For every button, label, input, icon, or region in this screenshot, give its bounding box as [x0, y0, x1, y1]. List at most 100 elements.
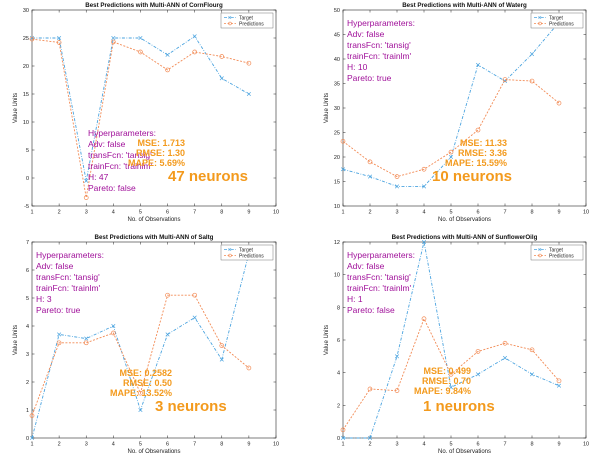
metrics-annotation: MSE: 0.2582 RMSE: 0.50 MAPE: 13.52%: [110, 368, 172, 398]
series-line-predictions: [31, 38, 249, 198]
data-point-target: [502, 355, 508, 361]
hyperparameter-line: Hyperparameters:: [347, 18, 416, 28]
data-point-target: [340, 167, 346, 172]
hyperparameter-line: H: 3: [36, 294, 52, 304]
hyperparameter-line: H: 1: [347, 294, 363, 304]
hyperparameter-line: Pareto: false: [347, 305, 395, 315]
hyperparameter-line: Hyperparameters:: [88, 128, 157, 138]
y-tick-label: 0: [26, 436, 29, 442]
y-tick-label: 4: [337, 371, 340, 377]
data-point-predictions: [110, 39, 116, 45]
y-tick-label: 25: [23, 36, 29, 42]
data-point-predictions: [502, 340, 508, 346]
data-point-predictions: [448, 149, 454, 155]
chart-title: Best Predictions with Multi-ANN of Saltg: [95, 234, 214, 241]
x-tick-label: 3: [85, 442, 88, 448]
data-point-target: [84, 178, 89, 183]
y-tick-label: 25: [334, 131, 340, 137]
y-tick-label: 30: [334, 106, 340, 112]
x-tick-label: 6: [476, 210, 479, 216]
x-tick-label: 4: [422, 442, 425, 448]
data-point-target: [84, 336, 89, 341]
data-point-target: [340, 435, 346, 441]
data-point-target: [219, 76, 224, 81]
x-tick-label: 2: [58, 210, 61, 216]
data-point-target: [556, 383, 562, 388]
x-tick-label: 6: [166, 442, 169, 448]
neurons-count-label: 1 neurons: [423, 398, 495, 415]
metric-line: MAPE: 13.52%: [110, 388, 173, 398]
data-point-predictions: [421, 166, 427, 172]
data-point-predictions: [138, 390, 143, 396]
metric-line: MSE: 0.2582: [119, 368, 173, 378]
x-tick-label: 4: [112, 442, 115, 448]
data-point-predictions: [138, 49, 143, 55]
series-line-predictions: [342, 317, 560, 431]
y-tick-label: 15: [334, 180, 340, 186]
hyperparameters-annotation: Hyperparameters: Adv: false transFcn: 'tan…: [88, 128, 156, 194]
x-axis-label: No. of Observations: [127, 217, 180, 223]
metric-line: RMSE: 1.30: [136, 148, 186, 158]
legend-entry-label: Predictions: [239, 21, 264, 27]
y-tick-label: 10: [334, 273, 340, 279]
data-point-target: [111, 323, 116, 329]
chart-panel-4: Best Predictions with Multi-ANN of Sunfl…: [324, 234, 589, 455]
chart-panel-2: Best Predictions with Multi-ANN of Water…: [324, 2, 589, 223]
y-tick-label: 3: [26, 352, 29, 358]
legend-marker: [538, 253, 542, 258]
data-point-target: [246, 91, 251, 97]
data-point-target: [219, 357, 224, 362]
x-tick-label: 10: [583, 210, 589, 216]
y-tick-label: 8: [337, 305, 340, 311]
legend-entry-label: Target: [549, 247, 564, 253]
metric-line: MSE: 1.713: [137, 138, 186, 148]
plot-area: [342, 9, 587, 207]
y-tick-label: 15: [23, 92, 29, 98]
data-point-predictions: [340, 427, 346, 433]
x-tick-label: 6: [166, 210, 169, 216]
legend-box: [220, 244, 274, 261]
data-point-target: [111, 35, 116, 41]
data-point-predictions: [367, 159, 373, 165]
data-point-target: [192, 34, 197, 39]
hyperparameter-line: transFcn: 'tansig': [347, 40, 411, 50]
neurons-count-label: 47 neurons: [168, 168, 249, 185]
data-point-predictions: [246, 60, 252, 66]
data-point-target: [138, 407, 143, 413]
y-axis-label: Value Units: [324, 325, 330, 355]
y-tick-label: 0: [26, 176, 29, 182]
y-axis-label: Value Units: [13, 93, 19, 123]
x-tick-label: 8: [220, 210, 223, 216]
hyperparameter-line: Adv: false: [36, 261, 74, 271]
chart-title: Best Predictions with Multi-ANN of CornF…: [85, 2, 223, 9]
legend-entry-label: Predictions: [549, 253, 574, 259]
data-point-target: [394, 354, 400, 359]
data-point-target: [29, 435, 35, 441]
y-tick-label: 0: [337, 436, 340, 442]
hyperparameter-line: Pareto: true: [36, 305, 81, 315]
hyperparameter-line: trainFcn: 'trainlm': [88, 161, 153, 171]
x-tick-label: 1: [30, 442, 33, 448]
y-tick-label: 6: [26, 268, 29, 274]
hyperparameter-line: Adv: false: [88, 139, 126, 149]
data-point-predictions: [83, 340, 89, 346]
hyperparameter-line: transFcn: 'tansig': [36, 272, 100, 282]
data-point-predictions: [219, 343, 225, 348]
data-point-predictions: [529, 78, 535, 84]
hyperparameter-line: Pareto: true: [347, 73, 392, 83]
metric-line: RMSE: 3.36: [458, 148, 508, 158]
neurons-count-label: 3 neurons: [155, 398, 227, 415]
data-point-target: [57, 332, 62, 337]
x-tick-label: 10: [273, 442, 279, 448]
x-tick-label: 5: [449, 210, 452, 216]
data-point-predictions: [192, 49, 198, 55]
hyperparameter-line: Adv: false: [347, 29, 385, 39]
hyperparameters-annotation: Hyperparameters: Adv: false transFcn: 'tan…: [347, 18, 415, 84]
x-tick-label: 3: [395, 442, 398, 448]
x-tick-label: 7: [503, 210, 506, 216]
y-tick-label: 30: [23, 8, 29, 14]
x-tick-label: 5: [449, 442, 452, 448]
